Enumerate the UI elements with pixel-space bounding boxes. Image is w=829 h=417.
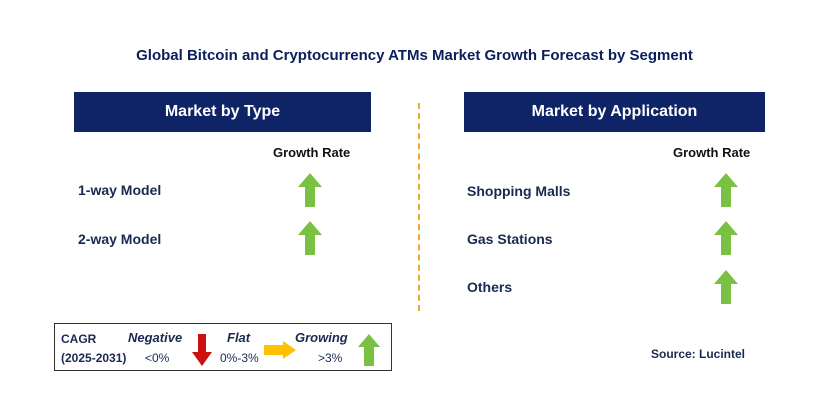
right-growth-rate-label: Growth Rate — [673, 145, 751, 160]
application-row-label: Gas Stations — [467, 231, 553, 247]
market-by-application-label: Market by Application — [531, 103, 698, 120]
up-arrow-icon — [714, 221, 738, 255]
type-row-label: 1-way Model — [78, 182, 162, 198]
chart-title: Global Bitcoin and Cryptocurrency ATMs M… — [136, 47, 693, 64]
right-arrow-icon — [264, 341, 296, 359]
panel-divider — [418, 103, 420, 311]
type-row-label: 2-way Model — [78, 231, 162, 247]
up-arrow-icon — [714, 173, 738, 207]
application-row-label: Shopping Malls — [467, 183, 571, 199]
market-by-type-label: Market by Type — [164, 103, 281, 120]
up-arrow-icon — [714, 270, 738, 304]
cagr-period: (2025-2031) — [61, 351, 127, 365]
cagr-legend: CAGR (2025-2031) Negative <0% Flat 0%-3%… — [54, 323, 392, 371]
up-arrow-icon — [298, 173, 322, 207]
up-arrow-icon — [358, 334, 380, 366]
negative-label: Negative — [128, 330, 183, 345]
negative-range: <0% — [145, 351, 170, 365]
source-note: Source: Lucintel — [651, 347, 746, 361]
growing-range: >3% — [318, 351, 343, 365]
left-growth-rate-label: Growth Rate — [273, 145, 351, 160]
cagr-label: CAGR — [61, 332, 97, 346]
flat-label: Flat — [227, 330, 251, 345]
market-by-type-header: Market by Type — [74, 92, 371, 132]
flat-range: 0%-3% — [220, 351, 259, 365]
application-row-label: Others — [467, 279, 513, 295]
up-arrow-icon — [298, 221, 322, 255]
down-arrow-icon — [192, 334, 212, 366]
market-by-application-header: Market by Application — [464, 92, 765, 132]
growing-label: Growing — [295, 330, 348, 345]
